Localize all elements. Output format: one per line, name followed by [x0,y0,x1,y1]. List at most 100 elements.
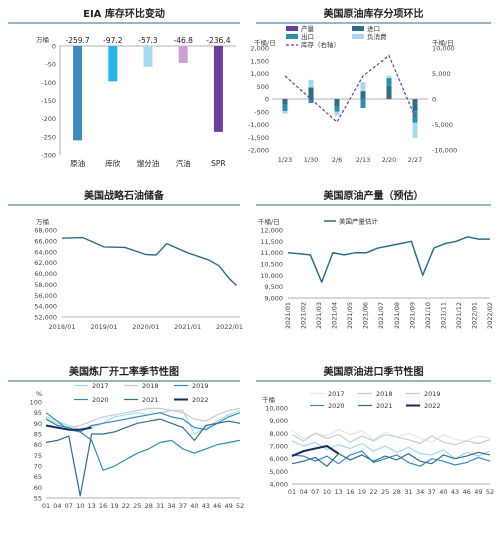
stacked-bar-segment [308,99,314,104]
y-tick-label: -300 [41,152,56,160]
bar [213,46,223,132]
y-left-tick-label: 1,500 [250,57,269,65]
x-tick-label: 25 [133,502,141,510]
x-tick-label: 25 [381,488,389,496]
y-tick-label: 64,000 [34,248,57,256]
x-tick-label: 2021/06 [362,302,370,329]
x-tick-label: 46 [213,502,221,510]
y-left-tick-label: -500 [254,108,269,116]
y-tick-label: -100 [41,79,56,87]
y-tick-label: 70 [34,463,42,471]
series-line-2022 [45,424,92,431]
y-tick-label: 65 [34,473,42,481]
x-tick-label: 37 [428,488,436,496]
y-left-tick-label: -1,500 [248,134,269,142]
x-tick-label: 34 [416,488,424,496]
y-tick-label: 10,000 [265,405,288,413]
y-tick-label: 66,000 [34,237,57,245]
x-tick-label: 22 [369,488,377,496]
legend-label: 2021 [142,396,159,404]
legend-label: 2018 [376,390,393,398]
y-tick-label: 9,000 [264,295,283,303]
y-tick-label: 80 [34,441,42,449]
legend-swatch [286,26,298,31]
y-tick-label: -50 [45,61,56,69]
stacked-bar-segment [334,99,340,107]
legend-label: 2022 [192,396,209,404]
chart-title: 美国战略石油储备 [84,189,165,202]
x-tick-label: 28 [393,488,401,496]
y-left-tick-label: -2,000 [248,147,269,155]
x-tick-label: 43 [202,502,210,510]
x-tick-label: 04 [300,488,308,496]
legend-label: 进口 [367,25,380,33]
x-tick-label: 2021/05 [346,302,354,329]
x-tick-label: 28 [145,502,153,510]
x-tick-label: 2021/12 [455,302,463,329]
series-line-2022 [291,445,340,458]
y-right-tick-label: 5,000 [432,70,451,78]
chart-title: EIA 库存环比变动 [83,7,165,20]
stacked-bar-segment [360,99,366,108]
category-label: 汽油 [176,158,191,168]
x-tick-label: 01 [42,502,50,510]
y-tick-label: 9,500 [264,283,283,291]
y-unit-label: 万桶 [36,217,49,226]
series-line-2021 [291,451,491,467]
legend-label: 2022 [424,402,441,410]
stacked-bar-segment [412,122,418,139]
y-tick-label: 60 [34,484,42,492]
legend-label: 2021 [376,402,393,410]
x-tick-label: 10 [323,488,331,496]
crude-production-svg: 美国原油产量（预估） 千桶/日12,000 11,500 11,000 10,500 10… [256,189,494,329]
spr-chart: 美国战略石油储备 万桶 68,000 66,000 64,000 62,000 60,000… [4,186,244,361]
y-tick-label: 0 [52,43,56,51]
category-label: SPR [211,159,226,168]
x-tick-label: 2021/02 [300,302,308,329]
legend-label: 美国产量估计 [339,217,379,226]
stacked-bar-segment [308,87,314,99]
series-line-2017 [291,428,491,443]
x-tick-label: 31 [404,488,412,496]
y-right-tick-label: -10,000 [432,147,457,155]
legend-label: 2019 [424,390,441,398]
x-tick-label: 2021/10 [424,302,432,329]
y-left-tick-label: 1,000 [250,70,269,78]
y-tick-label: 56,000 [34,292,57,300]
y-tick-label: 62,000 [34,259,57,267]
chart-title: 美国原油库存分项环比 [324,7,424,20]
y-tick-label: 68,000 [34,227,57,235]
x-tick-label: 2021/01 [284,302,292,329]
x-tick-label: 2021/07 [377,302,385,329]
y-unit-left: 千桶/日 [254,38,276,47]
y-right-tick-label: -5,000 [432,121,453,129]
legend-label: 2018 [142,382,159,390]
x-tick-label: 2021/08 [393,302,401,329]
x-tick-label: 2022/01 [471,302,479,329]
y-tick-label: 52,000 [34,314,57,322]
y-tick-label: 10,500 [260,261,283,269]
x-tick-label: 2018/01 [48,323,75,331]
chart-title: 美国原油进口季节性图 [324,365,424,378]
x-tick-label: 43 [451,488,459,496]
x-tick-label: 2019/01 [90,323,117,331]
legend-swatch [352,26,364,31]
x-tick-label: 2021/11 [439,302,447,329]
y-unit-label: % [36,390,42,398]
x-tick-label: 13 [334,488,342,496]
crude-production-chart: 美国原油产量（预估） 千桶/日 12,000 11,500 11,000 10,500 10… [252,186,495,361]
series-line-2020 [45,418,241,471]
legend-swatch [286,34,298,39]
x-tick-label: 52 [486,488,494,496]
category-label: 原油 [70,158,85,168]
legend-label: 2017 [328,390,345,398]
stacked-bar-segment [334,111,340,116]
y-tick-label: 54,000 [34,303,57,311]
x-tick-label: 49 [474,488,482,496]
series-line-2019 [291,440,491,460]
x-tick-label: 46 [463,488,471,496]
eia-inventory-change-chart: EIA 库存环比变动 万桶 0 -50 -100 -150 -200 -250 -300 -259… [4,4,244,184]
legend-label: 2019 [192,382,209,390]
